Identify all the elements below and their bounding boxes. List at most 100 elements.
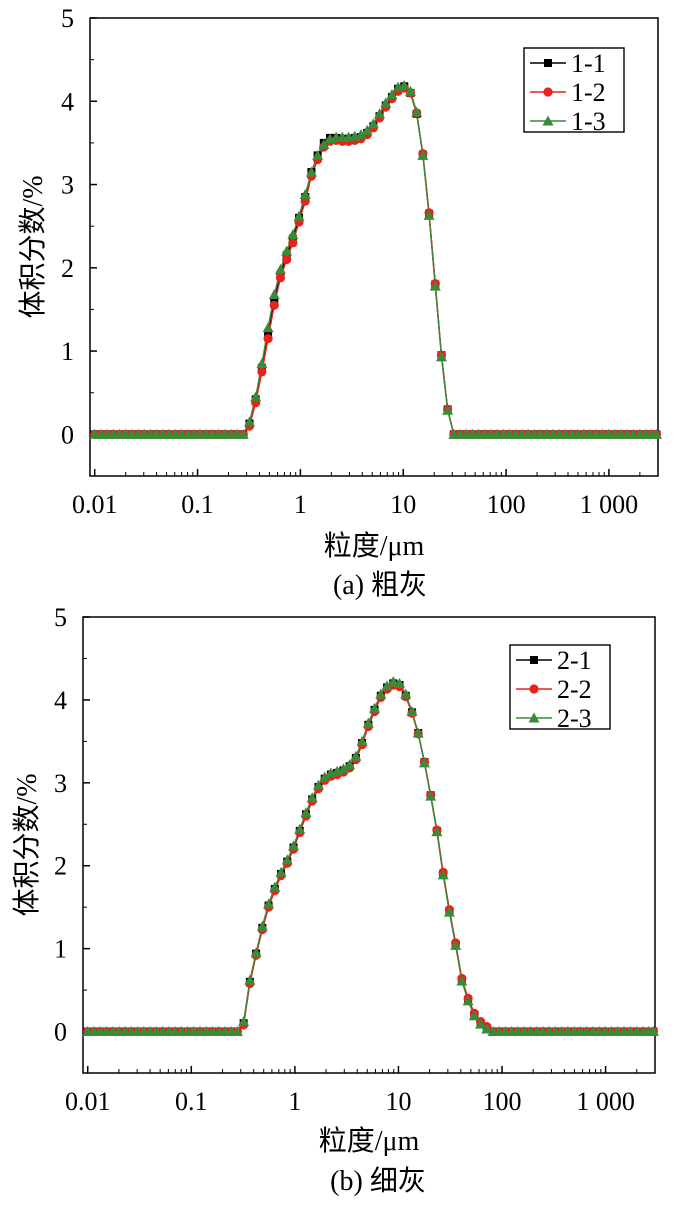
data-point	[250, 391, 262, 402]
x-tick-label: 1 000	[580, 490, 639, 519]
plot-frame	[82, 616, 656, 1074]
chart-coarse-ash: 0 1 2 3 4 5 0.01 0.1 1 10 100 1 000 1-11-21-3 体积分数…	[17, 4, 662, 600]
data-point	[475, 1018, 487, 1029]
data-point	[312, 149, 324, 160]
data-point	[237, 428, 249, 439]
data-point	[450, 939, 462, 950]
data-point	[257, 367, 267, 377]
x-axis-title: 粒度/μm	[324, 530, 425, 562]
data-point	[381, 680, 393, 691]
legend-item: 1-1	[530, 49, 606, 78]
x-tick-label: 1	[294, 490, 307, 519]
data-point	[294, 823, 306, 834]
data-point	[417, 149, 429, 160]
series-line-1-3	[94, 84, 657, 436]
data-point	[275, 866, 287, 877]
data-point	[231, 1026, 243, 1037]
data-point	[369, 702, 381, 713]
data-point	[299, 189, 311, 200]
chart-fine-ash: 0 1 2 3 4 5 0.01 0.1 1 10 100 1 000 2-12-22-3 体积分数…	[11, 603, 659, 1197]
data-point	[356, 735, 368, 746]
data-point	[481, 1023, 493, 1034]
x-tick-label: 100	[483, 1087, 522, 1116]
data-point	[337, 763, 349, 774]
data-point	[300, 807, 312, 818]
data-point	[443, 906, 455, 917]
data-point	[468, 1010, 480, 1021]
data-point	[262, 322, 274, 333]
data-point	[375, 688, 387, 699]
data-point	[306, 792, 318, 803]
data-point	[238, 1016, 250, 1027]
data-point	[263, 898, 275, 909]
legend-marker	[529, 684, 539, 694]
x-tick-label: 10	[390, 490, 416, 519]
data-point	[442, 404, 454, 415]
legend-item: 1-3	[530, 107, 606, 136]
x-tick-label: 1	[288, 1087, 301, 1116]
series-markers-1-2	[90, 83, 662, 439]
x-tick-label: 100	[487, 490, 526, 519]
legend-label: 2-2	[557, 675, 592, 704]
data-point	[312, 779, 324, 790]
data-point	[462, 995, 474, 1006]
y-tick-label: 4	[61, 87, 74, 116]
chart-caption: (b) 细灰	[330, 1165, 426, 1197]
legend-label: 2-3	[557, 704, 592, 733]
data-point	[650, 428, 662, 439]
data-point	[274, 263, 286, 274]
data-point	[250, 947, 262, 958]
data-point	[350, 750, 362, 761]
legend-item: 2-1	[516, 646, 592, 675]
series-line-1-2	[94, 87, 657, 436]
data-point	[394, 677, 406, 688]
data-point	[256, 920, 268, 931]
legend-marker	[542, 115, 554, 126]
data-point	[367, 118, 379, 129]
y-axis-title: 体积分数/%	[11, 773, 43, 916]
legend-marker	[544, 59, 552, 67]
x-axis-title: 粒度/μm	[319, 1125, 420, 1157]
data-point	[344, 759, 356, 770]
data-point	[418, 757, 430, 768]
x-tick-label: 10	[385, 1087, 411, 1116]
series-markers-2-2	[83, 680, 659, 1037]
legend-box	[523, 47, 625, 133]
data-point	[380, 97, 392, 108]
data-point	[412, 727, 424, 738]
legend: 2-12-22-3	[509, 644, 611, 733]
series-layer	[89, 79, 662, 439]
legend-label: 1-1	[571, 49, 606, 78]
y-axis-ticks: 0 1 2 3 4 5	[61, 4, 97, 449]
data-point	[288, 840, 300, 851]
y-tick-label: 4	[54, 686, 67, 715]
legend-box	[509, 644, 611, 730]
data-point	[319, 771, 331, 782]
data-point	[437, 869, 449, 880]
x-tick-label: 0.01	[72, 490, 118, 519]
legend-item: 2-3	[516, 704, 592, 733]
data-point	[281, 854, 293, 865]
plot-area	[89, 17, 659, 477]
x-axis-ticks: 0.01 0.1 1 10 100 1 000	[72, 469, 641, 519]
y-tick-label: 0	[54, 1018, 67, 1047]
data-point	[398, 79, 410, 90]
data-point	[355, 129, 367, 140]
y-tick-label: 5	[61, 4, 74, 33]
series-line-2-1	[87, 682, 654, 1033]
y-tick-label: 3	[54, 769, 67, 798]
y-tick-label: 5	[54, 603, 67, 632]
y-tick-label: 2	[54, 852, 67, 881]
legend-label: 1-3	[571, 107, 606, 136]
data-point	[281, 245, 293, 256]
data-point	[244, 416, 256, 427]
legend-marker	[528, 712, 540, 723]
data-point	[400, 688, 412, 699]
legend-item: 2-2	[516, 675, 592, 704]
data-point	[435, 351, 447, 362]
x-tick-label: 1 000	[576, 1087, 635, 1116]
data-point	[318, 139, 330, 150]
data-point	[269, 881, 281, 892]
legend: 1-11-21-3	[523, 47, 625, 136]
series-line-2-2	[87, 684, 654, 1033]
